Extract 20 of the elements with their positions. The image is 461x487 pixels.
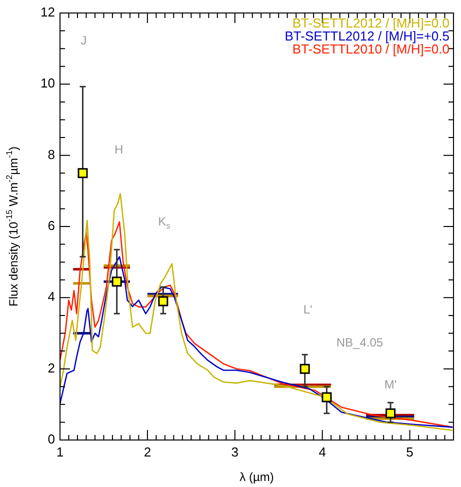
y-tick-label: 0 — [48, 432, 55, 447]
annotation: NB_4.05 — [336, 335, 384, 350]
annotation: J — [80, 33, 87, 48]
annotation: L' — [303, 302, 312, 316]
annotation: M' — [384, 377, 397, 392]
y-tick-label: 4 — [48, 289, 55, 304]
y-tick-label: 10 — [40, 76, 55, 91]
y-axis-title: Flux density (10-15 W.m-2µm-1) — [4, 146, 20, 306]
x-axis-title: λ (µm) — [240, 470, 274, 484]
y-tick-label: 2 — [48, 360, 55, 376]
y-tick-label: 6 — [48, 218, 55, 234]
y-tick-label: 12 — [40, 4, 55, 20]
text: BT-SETTL2012 / [M/H]=0.0 — [292, 16, 450, 31]
x-tick-label: 3 — [231, 444, 239, 460]
y-tick-label: 8 — [48, 146, 55, 162]
x-tick-label: 4 — [318, 444, 326, 460]
x-tick-label: 2 — [144, 444, 152, 460]
x-tick-label: 1 — [56, 444, 64, 460]
x-tick-label: 5 — [406, 444, 414, 460]
annotation: H — [114, 142, 124, 156]
